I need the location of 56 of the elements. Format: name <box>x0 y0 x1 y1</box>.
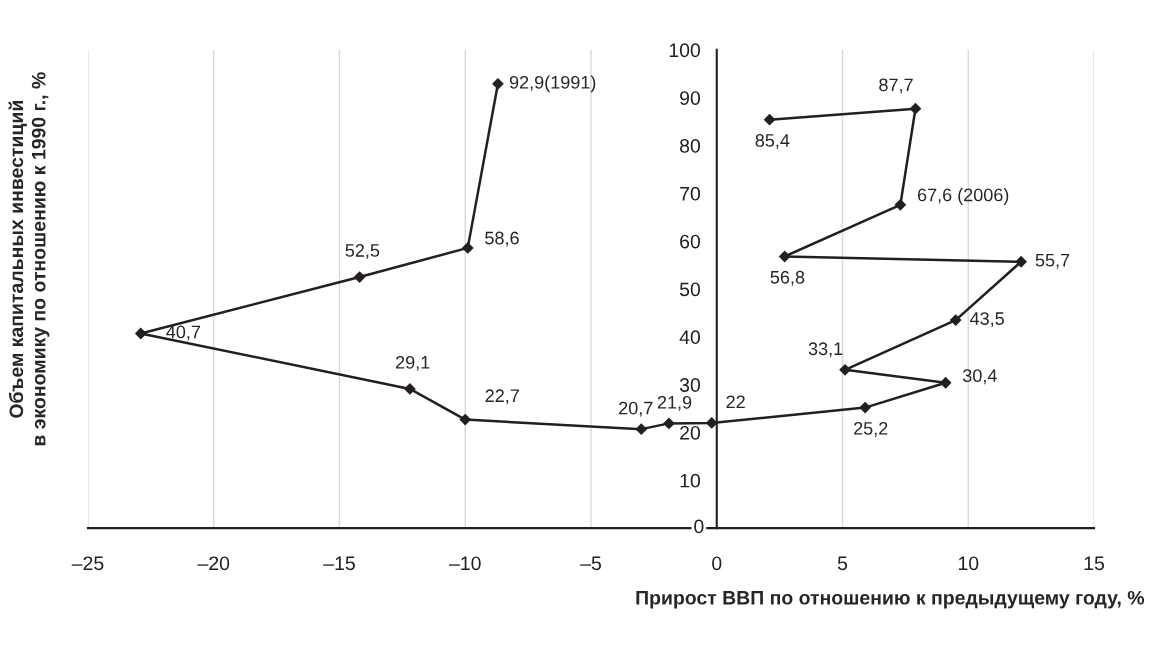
y-tick-label: 100 <box>669 43 701 58</box>
data-label: 30,4 <box>962 369 997 385</box>
x-tick-label: –5 <box>580 556 601 571</box>
y-tick-label: 80 <box>680 139 701 153</box>
point <box>949 314 962 326</box>
data-label: 92,9(1991) <box>509 75 596 93</box>
data-label: 40,7 <box>166 325 201 341</box>
x-tick-label: –25 <box>71 556 104 571</box>
x-tick-label: 10 <box>958 556 979 571</box>
x-tick-label: 15 <box>1084 556 1105 571</box>
data-label: 22 <box>726 395 745 409</box>
y-tick-label: 20 <box>680 425 701 440</box>
data-label: 29,1 <box>396 355 430 371</box>
data-label: 25,2 <box>854 421 888 437</box>
data-label: 52,5 <box>345 244 380 259</box>
point <box>763 113 776 126</box>
data-label: 56,8 <box>770 270 805 286</box>
y-tick-label: 40 <box>679 330 701 345</box>
x-tick-label: –15 <box>323 556 355 571</box>
y-axis-title: Объем капитальных инвестиций в экономику по отношению к 1990 г., % <box>8 72 50 446</box>
point <box>492 77 504 90</box>
x-tick-label: –20 <box>197 556 230 571</box>
point <box>459 413 472 426</box>
y-tick-label: 90 <box>680 91 701 105</box>
data-label: 43,5 <box>969 312 1004 328</box>
point <box>778 250 791 263</box>
x-axis-title: Прирост ВВП по отношению к предыдущему году, % <box>636 590 1145 609</box>
data-label: 20,7 <box>619 401 653 417</box>
point <box>635 423 648 436</box>
data-label: 21,9 <box>657 395 692 411</box>
point <box>134 327 147 340</box>
data-label: 67,6 (2006) <box>917 188 1009 205</box>
data-label: 85,4 <box>755 134 790 149</box>
data-label: 55,7 <box>1035 254 1070 269</box>
data-label: 33,1 <box>808 342 843 358</box>
point <box>1015 255 1027 268</box>
point <box>859 401 872 414</box>
point <box>353 271 366 283</box>
y-tick-label: 10 <box>680 473 701 488</box>
data-label: 87,7 <box>879 78 913 94</box>
y-tick-label: 50 <box>679 282 701 297</box>
data-label: 22,7 <box>485 389 519 405</box>
point <box>663 417 675 430</box>
point <box>839 363 851 376</box>
x-tick-label: 0 <box>712 556 722 571</box>
x-tick-label: –10 <box>449 556 481 571</box>
y-tick-label: 60 <box>680 234 701 249</box>
point <box>404 383 416 395</box>
point <box>894 198 907 211</box>
data-label: 58,6 <box>485 231 519 247</box>
point <box>461 241 474 254</box>
point <box>909 102 922 115</box>
y-tick-label: 30 <box>679 378 701 392</box>
x-tick-label: 5 <box>837 556 848 571</box>
y-tick-label: 70 <box>680 186 701 201</box>
y-tick-label: 0 <box>694 519 704 534</box>
